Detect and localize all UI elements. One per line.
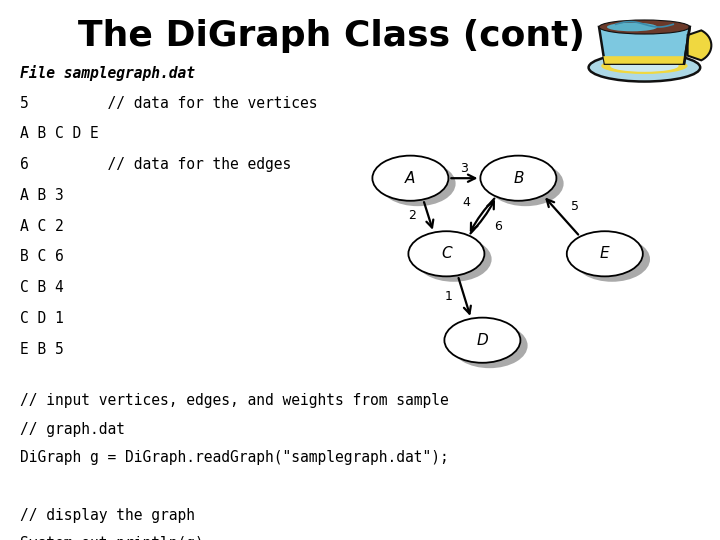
Polygon shape	[603, 56, 685, 64]
Text: System.out.println(g): System.out.println(g)	[20, 536, 204, 540]
Polygon shape	[599, 27, 690, 64]
Ellipse shape	[607, 23, 657, 31]
Text: // graph.dat: // graph.dat	[20, 422, 125, 437]
Ellipse shape	[601, 58, 688, 74]
Text: A: A	[405, 171, 415, 186]
Text: A C 2: A C 2	[20, 219, 64, 234]
Ellipse shape	[487, 161, 564, 206]
Ellipse shape	[408, 231, 485, 276]
Ellipse shape	[372, 156, 449, 201]
Text: A B C D E: A B C D E	[20, 126, 99, 141]
Text: A B 3: A B 3	[20, 188, 64, 203]
Ellipse shape	[451, 323, 528, 368]
Polygon shape	[688, 30, 711, 60]
Text: 6: 6	[495, 220, 502, 233]
Ellipse shape	[444, 318, 521, 363]
Text: 3: 3	[461, 162, 468, 175]
Text: 1: 1	[445, 291, 452, 303]
Text: 4: 4	[463, 196, 470, 209]
Ellipse shape	[480, 156, 557, 201]
Text: // input vertices, edges, and weights from sample: // input vertices, edges, and weights fr…	[20, 393, 449, 408]
Text: E B 5: E B 5	[20, 342, 64, 357]
Text: 5         // data for the vertices: 5 // data for the vertices	[20, 96, 318, 111]
Text: DiGraph g = DiGraph.readGraph("samplegraph.dat");: DiGraph g = DiGraph.readGraph("samplegra…	[20, 450, 449, 465]
Ellipse shape	[567, 231, 643, 276]
Text: E: E	[600, 246, 610, 261]
Text: D: D	[477, 333, 488, 348]
Text: The DiGraph Class (cont): The DiGraph Class (cont)	[78, 19, 585, 53]
Text: C B 4: C B 4	[20, 280, 64, 295]
Text: File samplegraph.dat: File samplegraph.dat	[20, 65, 195, 81]
Ellipse shape	[415, 237, 492, 282]
Text: C: C	[441, 246, 451, 261]
Text: 5: 5	[570, 200, 579, 213]
Text: 6         // data for the edges: 6 // data for the edges	[20, 157, 292, 172]
Text: // display the graph: // display the graph	[20, 508, 195, 523]
Text: C D 1: C D 1	[20, 311, 64, 326]
Ellipse shape	[574, 237, 650, 282]
Ellipse shape	[379, 161, 456, 206]
Ellipse shape	[610, 60, 679, 72]
Ellipse shape	[589, 53, 700, 82]
Ellipse shape	[599, 20, 690, 34]
Text: 2: 2	[409, 210, 416, 222]
Text: B: B	[513, 171, 523, 186]
Text: B C 6: B C 6	[20, 249, 64, 265]
